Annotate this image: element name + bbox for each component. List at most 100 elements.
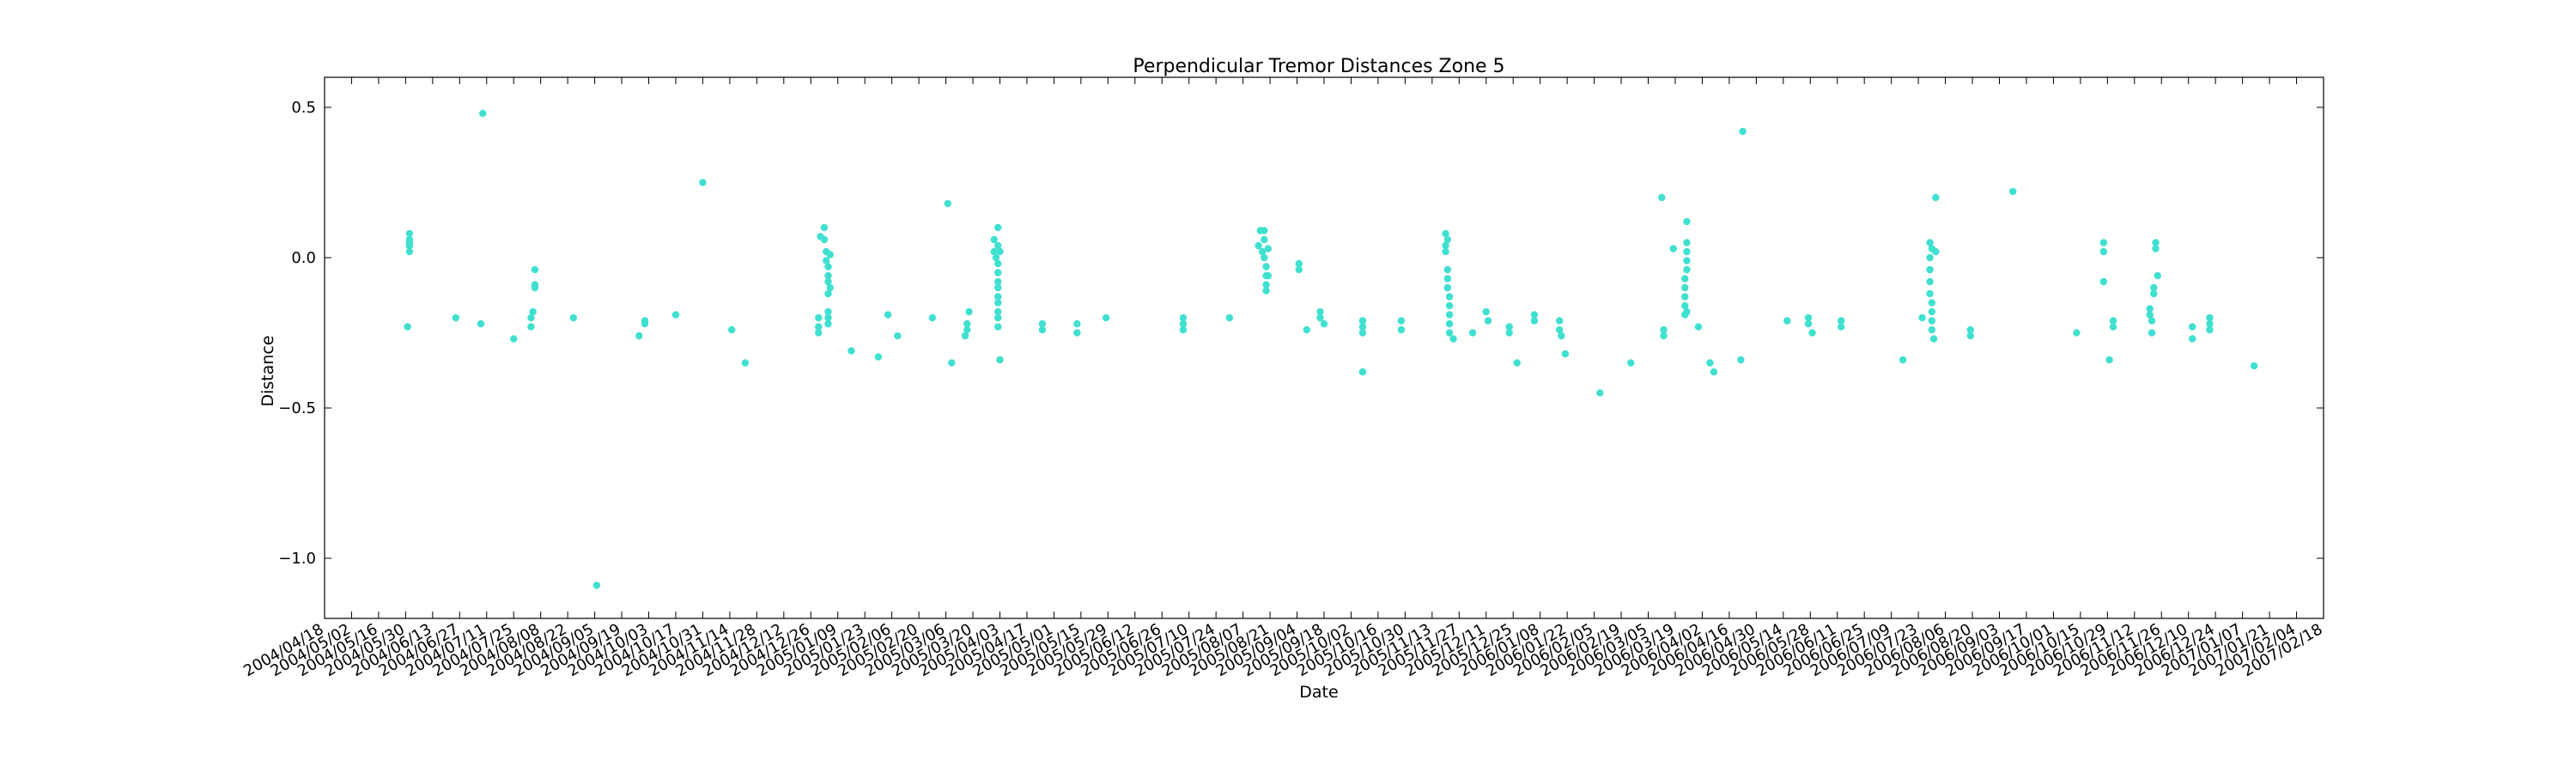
data-point bbox=[1683, 307, 1691, 316]
data-point bbox=[671, 311, 680, 319]
data-point bbox=[1558, 332, 1565, 340]
x-axis-label: Date bbox=[1299, 683, 1338, 702]
data-point bbox=[1966, 326, 1974, 334]
data-points bbox=[404, 109, 2258, 589]
data-point bbox=[1530, 311, 1539, 319]
data-point bbox=[992, 253, 1000, 262]
data-point bbox=[990, 247, 998, 256]
data-point bbox=[1443, 283, 1452, 292]
data-point bbox=[894, 332, 902, 340]
data-point bbox=[1739, 127, 1747, 136]
data-point bbox=[1681, 293, 1689, 301]
data-point bbox=[1932, 193, 1940, 202]
data-point bbox=[1808, 329, 1816, 337]
data-point bbox=[1926, 265, 1934, 274]
data-point bbox=[1660, 326, 1668, 334]
data-point bbox=[815, 323, 823, 331]
data-point bbox=[1443, 275, 1452, 283]
data-point bbox=[1928, 299, 1936, 307]
data-point bbox=[1658, 193, 1666, 202]
data-point bbox=[824, 313, 832, 322]
data-point bbox=[963, 320, 971, 328]
data-point bbox=[2099, 277, 2108, 286]
data-point bbox=[1261, 227, 1268, 234]
data-point bbox=[1316, 313, 1324, 322]
data-point bbox=[1683, 247, 1691, 256]
y-tick-label: 0.0 bbox=[291, 249, 316, 267]
data-point bbox=[1513, 359, 1521, 367]
data-point bbox=[826, 251, 834, 259]
data-point bbox=[874, 353, 883, 361]
data-point bbox=[2150, 283, 2158, 292]
data-point bbox=[1443, 265, 1452, 274]
data-point bbox=[1966, 332, 1974, 340]
data-point bbox=[641, 317, 649, 325]
data-point bbox=[1561, 350, 1570, 358]
data-point bbox=[2154, 271, 2161, 280]
data-point bbox=[727, 326, 736, 334]
data-point bbox=[1926, 289, 1934, 298]
data-point bbox=[1926, 277, 1934, 286]
data-point bbox=[994, 283, 1002, 292]
data-point bbox=[1316, 307, 1324, 316]
data-point bbox=[1929, 335, 1938, 343]
data-point bbox=[1683, 265, 1691, 274]
data-point bbox=[1262, 263, 1270, 271]
data-point bbox=[994, 299, 1002, 307]
data-point bbox=[944, 199, 952, 208]
data-point bbox=[2148, 317, 2156, 325]
chart-title: Perpendicular Tremor Distances Zone 5 bbox=[1133, 56, 1504, 77]
data-point bbox=[1073, 320, 1081, 328]
data-point bbox=[1482, 307, 1490, 316]
data-point bbox=[848, 347, 855, 355]
data-point bbox=[1681, 275, 1689, 283]
data-point bbox=[820, 223, 829, 232]
data-point bbox=[1295, 259, 1303, 268]
data-point bbox=[531, 265, 539, 274]
data-point bbox=[405, 229, 414, 238]
data-point bbox=[1928, 317, 1936, 325]
y-tick-label: −0.5 bbox=[278, 399, 316, 417]
data-point bbox=[1179, 320, 1188, 328]
data-point bbox=[1783, 317, 1791, 325]
data-point bbox=[1710, 368, 1718, 376]
data-point bbox=[1179, 326, 1188, 334]
data-point bbox=[1838, 323, 1845, 331]
data-point bbox=[815, 313, 823, 322]
data-point bbox=[2250, 362, 2258, 370]
data-point bbox=[1442, 241, 1449, 250]
data-point bbox=[996, 356, 1004, 364]
data-point bbox=[994, 269, 1002, 277]
data-point bbox=[824, 289, 832, 298]
plot-area bbox=[324, 76, 2324, 619]
data-point bbox=[1681, 301, 1689, 310]
data-point bbox=[824, 263, 832, 271]
data-point bbox=[1669, 245, 1677, 253]
data-point bbox=[1683, 239, 1691, 247]
data-point bbox=[1530, 317, 1539, 325]
data-point bbox=[2099, 239, 2108, 247]
data-point bbox=[1442, 247, 1449, 256]
data-point bbox=[994, 223, 1002, 232]
data-point bbox=[1596, 389, 1604, 397]
data-point bbox=[2206, 326, 2214, 334]
data-point bbox=[824, 277, 832, 286]
data-point bbox=[2206, 320, 2214, 328]
data-point bbox=[2109, 317, 2117, 325]
data-point bbox=[1445, 329, 1454, 337]
data-point bbox=[963, 326, 971, 334]
data-point bbox=[1449, 335, 1457, 343]
data-point bbox=[1358, 317, 1367, 325]
data-point bbox=[1660, 332, 1668, 340]
data-point bbox=[741, 359, 750, 367]
data-point bbox=[1683, 217, 1691, 226]
data-point bbox=[1320, 320, 1328, 328]
data-point bbox=[2099, 247, 2108, 256]
data-point bbox=[2189, 323, 2196, 331]
data-point bbox=[1442, 229, 1449, 238]
y-tick-label: 0.5 bbox=[291, 99, 316, 117]
data-point bbox=[961, 332, 969, 340]
data-point bbox=[1262, 287, 1270, 295]
data-point bbox=[1505, 329, 1513, 337]
